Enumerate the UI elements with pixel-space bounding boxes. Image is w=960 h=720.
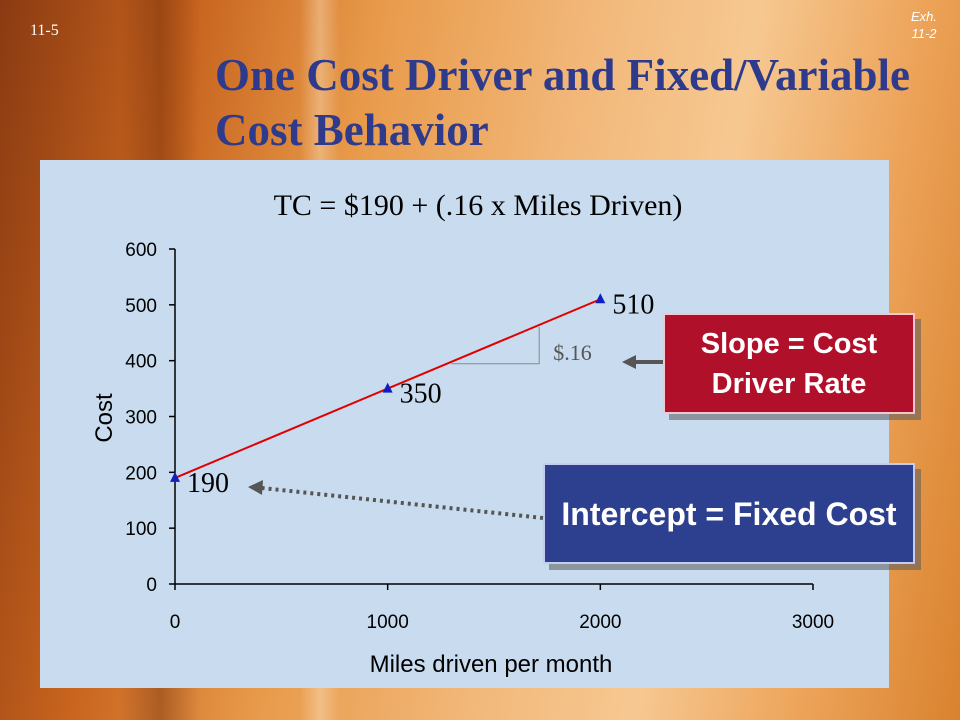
data-label: 510	[612, 289, 654, 320]
y-tick-label: 400	[125, 352, 157, 373]
data-point	[170, 471, 180, 482]
slope-triangle	[451, 326, 540, 365]
slope-callout-text: Slope = Cost Driver Rate	[700, 327, 878, 400]
y-tick-label: 600	[125, 240, 157, 261]
chart: TC = $190 + (.16 x Miles Driven) 0 100 200…	[91, 189, 834, 678]
axes: 0 100 200 300 400 500 600 0 1000 2000 3000	[125, 240, 834, 633]
x-tick-label: 0	[170, 612, 181, 633]
intercept-callout: Intercept = Fixed Cost	[543, 463, 915, 564]
y-axis-label: Cost	[91, 393, 118, 443]
y-tick-label: 200	[125, 463, 157, 484]
chart-title: TC = $190 + (.16 x Miles Driven)	[274, 189, 683, 222]
y-tick-label: 100	[125, 519, 157, 540]
chart-panel: TC = $190 + (.16 x Miles Driven) 0 100 200…	[40, 160, 889, 688]
data-point	[595, 293, 606, 304]
x-tick-label: 1000	[367, 612, 409, 633]
x-axis-label: Miles driven per month	[370, 651, 613, 678]
y-tick-label: 300	[125, 408, 157, 429]
data-label: 190	[187, 468, 229, 499]
intercept-callout-text: Intercept = Fixed Cost	[561, 495, 897, 532]
slope-callout: Slope = Cost Driver Rate	[663, 313, 915, 414]
exhibit-label: Exh. 11-2	[910, 9, 937, 41]
slide-title: One Cost Driver and Fixed/Variable Cost …	[215, 50, 910, 155]
data-label: 350	[400, 379, 442, 410]
slope-label: $.16	[553, 340, 592, 365]
slide-number: 11-5	[30, 22, 59, 39]
x-tick-label: 3000	[792, 612, 834, 633]
data-point	[382, 382, 393, 393]
y-tick-label: 500	[125, 296, 157, 317]
x-tick-label: 2000	[579, 612, 621, 633]
y-tick-label: 0	[146, 575, 157, 596]
chart-marks: $.16 190 350 510	[170, 289, 654, 499]
